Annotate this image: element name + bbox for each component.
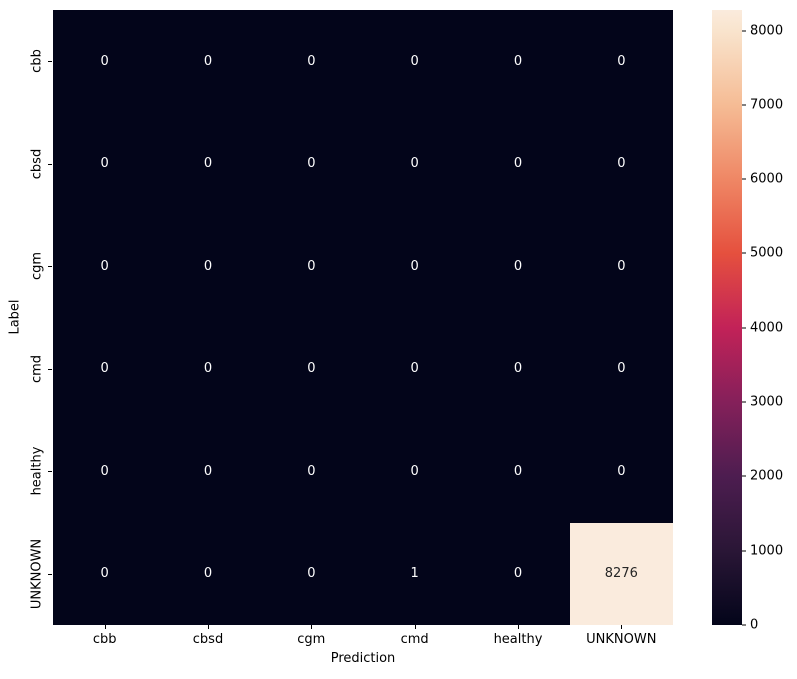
y-tick-label-UNKNOWN: UNKNOWN: [29, 538, 45, 609]
heatmap-cell-healthy-cbsd: 0: [156, 420, 260, 523]
colorbar-tick-label-2000: 2000: [750, 468, 784, 484]
heatmap-cell-UNKNOWN-UNKNOWN: 8276: [569, 522, 673, 625]
colorbar-tick-label-5000: 5000: [750, 245, 784, 261]
colorbar-tick-mark: [742, 475, 746, 477]
y-axis-title: Label: [7, 299, 23, 335]
heatmap-cell-healthy-UNKNOWN: 0: [569, 420, 673, 523]
heatmap-cell-healthy-healthy: 0: [466, 420, 570, 523]
x-tick-mark: [104, 625, 106, 629]
x-axis-title: Prediction: [330, 651, 396, 666]
y-tick-label-cmd: cmd: [29, 354, 45, 383]
y-tick-label-healthy: healthy: [29, 446, 45, 496]
heatmap-cell-UNKNOWN-healthy: 0: [466, 522, 570, 625]
heatmap-cell-cbb-healthy: 0: [466, 10, 570, 113]
x-tick-label-cbsd: cbsd: [192, 632, 224, 647]
x-tick-mark: [621, 625, 623, 629]
colorbar-tick-mark: [742, 624, 746, 626]
x-tick-mark: [311, 625, 313, 629]
colorbar-tick-mark: [742, 327, 746, 329]
heatmap-cell-healthy-cbb: 0: [53, 420, 157, 523]
heatmap-cell-cmd-cbb: 0: [53, 317, 157, 420]
colorbar-tick-mark: [742, 252, 746, 254]
colorbar-tick-label-8000: 8000: [750, 23, 784, 38]
heatmap-cell-healthy-cmd: 0: [363, 420, 467, 523]
x-tick-label-UNKNOWN: UNKNOWN: [586, 632, 657, 647]
heatmap-cell-cgm-healthy: 0: [466, 215, 570, 318]
colorbar-tick-mark: [742, 30, 746, 31]
colorbar-tick-mark: [742, 401, 746, 403]
y-tick-mark: [48, 163, 52, 165]
heatmap-cell-cgm-cgm: 0: [259, 215, 363, 318]
heatmap-cell-cmd-UNKNOWN: 0: [569, 317, 673, 420]
heatmap-cell-cgm-cbsd: 0: [156, 215, 260, 318]
y-tick-mark: [48, 471, 52, 473]
y-tick-mark: [48, 266, 52, 268]
heatmap-cell-cbsd-cgm: 0: [259, 112, 363, 215]
y-tick-mark: [48, 573, 52, 575]
heatmap-cell-cbsd-UNKNOWN: 0: [569, 112, 673, 215]
heatmap-cell-cbb-cbb: 0: [53, 10, 157, 113]
heatmap-cell-cmd-cgm: 0: [259, 317, 363, 420]
heatmap-cell-cbsd-healthy: 0: [466, 112, 570, 215]
heatmap-cell-cmd-cbsd: 0: [156, 317, 260, 420]
colorbar: [712, 10, 742, 625]
x-tick-label-cmd: cmd: [400, 632, 429, 647]
x-tick-label-cgm: cgm: [297, 632, 326, 647]
heatmap-cell-cbsd-cbb: 0: [53, 112, 157, 215]
y-tick-mark: [48, 61, 52, 63]
heatmap-grid: 0 0 0 0 0 0 0 0 0 0 0 0 0 0 0 0 0 0 0 0 0 0 0 0 0 0 0 0 0 0 0 0 0 1 0 8276: [53, 10, 673, 625]
colorbar-tick-label-7000: 7000: [750, 97, 784, 113]
heatmap-cell-UNKNOWN-cgm: 0: [259, 522, 363, 625]
heatmap-cell-UNKNOWN-cbb: 0: [53, 522, 157, 625]
heatmap-cell-cgm-cbb: 0: [53, 215, 157, 318]
colorbar-tick-label-3000: 3000: [750, 394, 784, 410]
heatmap-cell-cbb-cgm: 0: [259, 10, 363, 113]
heatmap-cell-healthy-cgm: 0: [259, 420, 363, 523]
y-tick-label-cbsd: cbsd: [29, 148, 45, 179]
heatmap-cell-cmd-cmd: 0: [363, 317, 467, 420]
heatmap-cell-UNKNOWN-cbsd: 0: [156, 522, 260, 625]
heatmap-cell-cbb-cmd: 0: [363, 10, 467, 113]
x-tick-mark: [414, 625, 416, 629]
heatmap-cell-cbsd-cmd: 0: [363, 112, 467, 215]
x-tick-mark: [208, 625, 209, 629]
colorbar-tick-label-4000: 4000: [750, 320, 784, 336]
heatmap-cell-cbb-UNKNOWN: 0: [569, 10, 673, 113]
colorbar-tick-mark: [742, 550, 746, 552]
heatmap-cell-UNKNOWN-cmd: 1: [363, 522, 467, 625]
y-tick-mark: [48, 368, 52, 370]
x-tick-label-healthy: healthy: [493, 632, 543, 647]
heatmap-cell-cgm-UNKNOWN: 0: [569, 215, 673, 318]
colorbar-tick-label-0: 0: [750, 617, 759, 633]
colorbar-tick-mark: [742, 104, 746, 106]
heatmap-cell-cmd-healthy: 0: [466, 317, 570, 420]
x-tick-label-cbb: cbb: [92, 632, 117, 647]
heatmap-cell-cbb-cbsd: 0: [156, 10, 260, 113]
heatmap-cell-cbsd-cbsd: 0: [156, 112, 260, 215]
colorbar-tick-label-6000: 6000: [750, 171, 784, 187]
heatmap-cell-cgm-cmd: 0: [363, 215, 467, 318]
colorbar-tick-label-1000: 1000: [750, 543, 784, 559]
colorbar-tick-mark: [742, 178, 746, 180]
y-tick-label-cbb: cbb: [29, 49, 45, 74]
y-tick-label-cgm: cgm: [29, 252, 45, 281]
x-tick-mark: [518, 625, 519, 629]
